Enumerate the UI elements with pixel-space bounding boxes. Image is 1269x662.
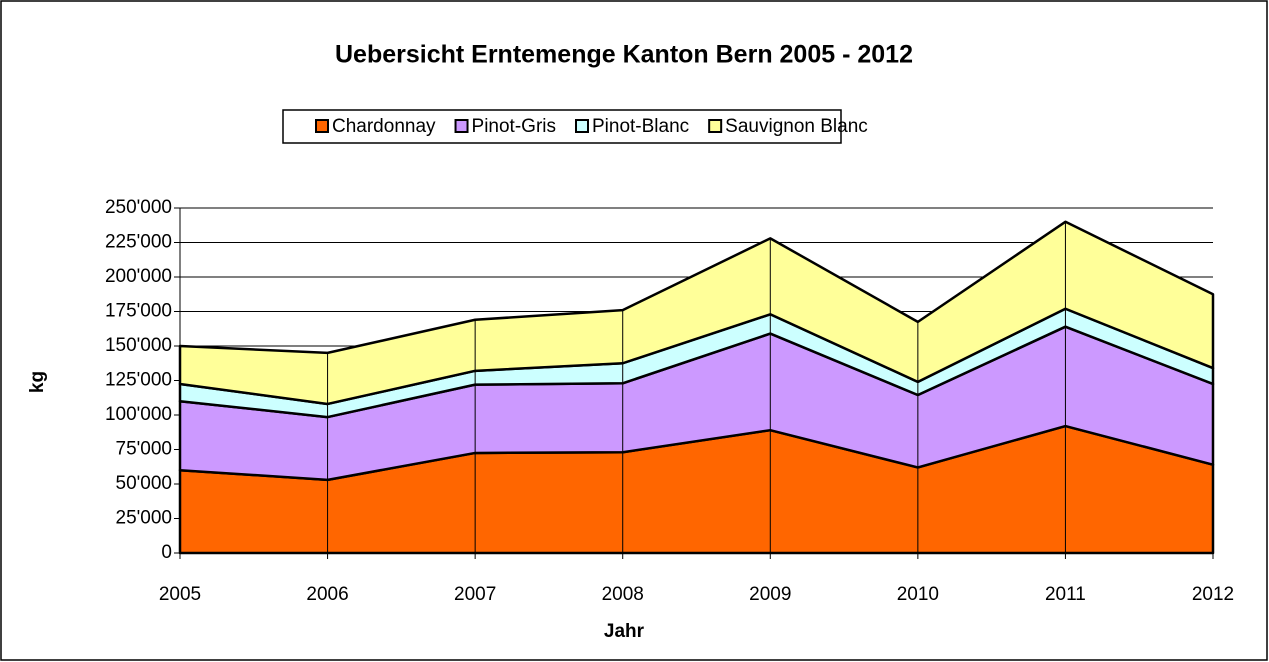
legend-box — [282, 109, 842, 144]
legend-label: Pinot-Blanc — [592, 116, 689, 137]
y-tick-label: 75'000 — [116, 439, 172, 460]
y-tick-label: 250'000 — [105, 197, 172, 218]
y-tick-label: 25'000 — [116, 508, 172, 529]
legend-marker — [708, 119, 723, 133]
y-tick-label: 100'000 — [105, 404, 172, 425]
legend-marker — [315, 119, 329, 133]
x-tick-label: 2007 — [454, 584, 496, 605]
x-tick-label: 2005 — [159, 584, 201, 605]
y-tick-label: 175'000 — [105, 301, 172, 322]
legend-label: Chardonnay — [332, 116, 436, 137]
y-axis-label: kg — [27, 371, 48, 393]
y-tick-label: 150'000 — [105, 335, 172, 356]
x-tick-label: 2009 — [749, 584, 791, 605]
legend-label: Sauvignon Blanc — [725, 116, 868, 137]
x-tick-label: 2010 — [897, 584, 939, 605]
chart-title: Uebersicht Erntemenge Kanton Bern 2005 -… — [335, 41, 913, 69]
x-axis-label: Jahr — [604, 621, 645, 642]
x-tick-label: 2011 — [1045, 584, 1086, 605]
x-tick-label: 2008 — [602, 584, 644, 605]
x-tick-label: 2006 — [306, 584, 348, 605]
legend-marker — [454, 119, 469, 133]
y-tick-label: 50'000 — [116, 473, 172, 494]
y-tick-label: 200'000 — [105, 266, 172, 287]
legend-marker — [575, 119, 589, 133]
x-tick-label: 2012 — [1192, 584, 1234, 605]
y-tick-label: 225'000 — [105, 232, 172, 253]
y-tick-label: 0 — [161, 542, 172, 563]
legend-label: Pinot-Gris — [472, 116, 556, 137]
y-tick-label: 125'000 — [105, 370, 172, 391]
